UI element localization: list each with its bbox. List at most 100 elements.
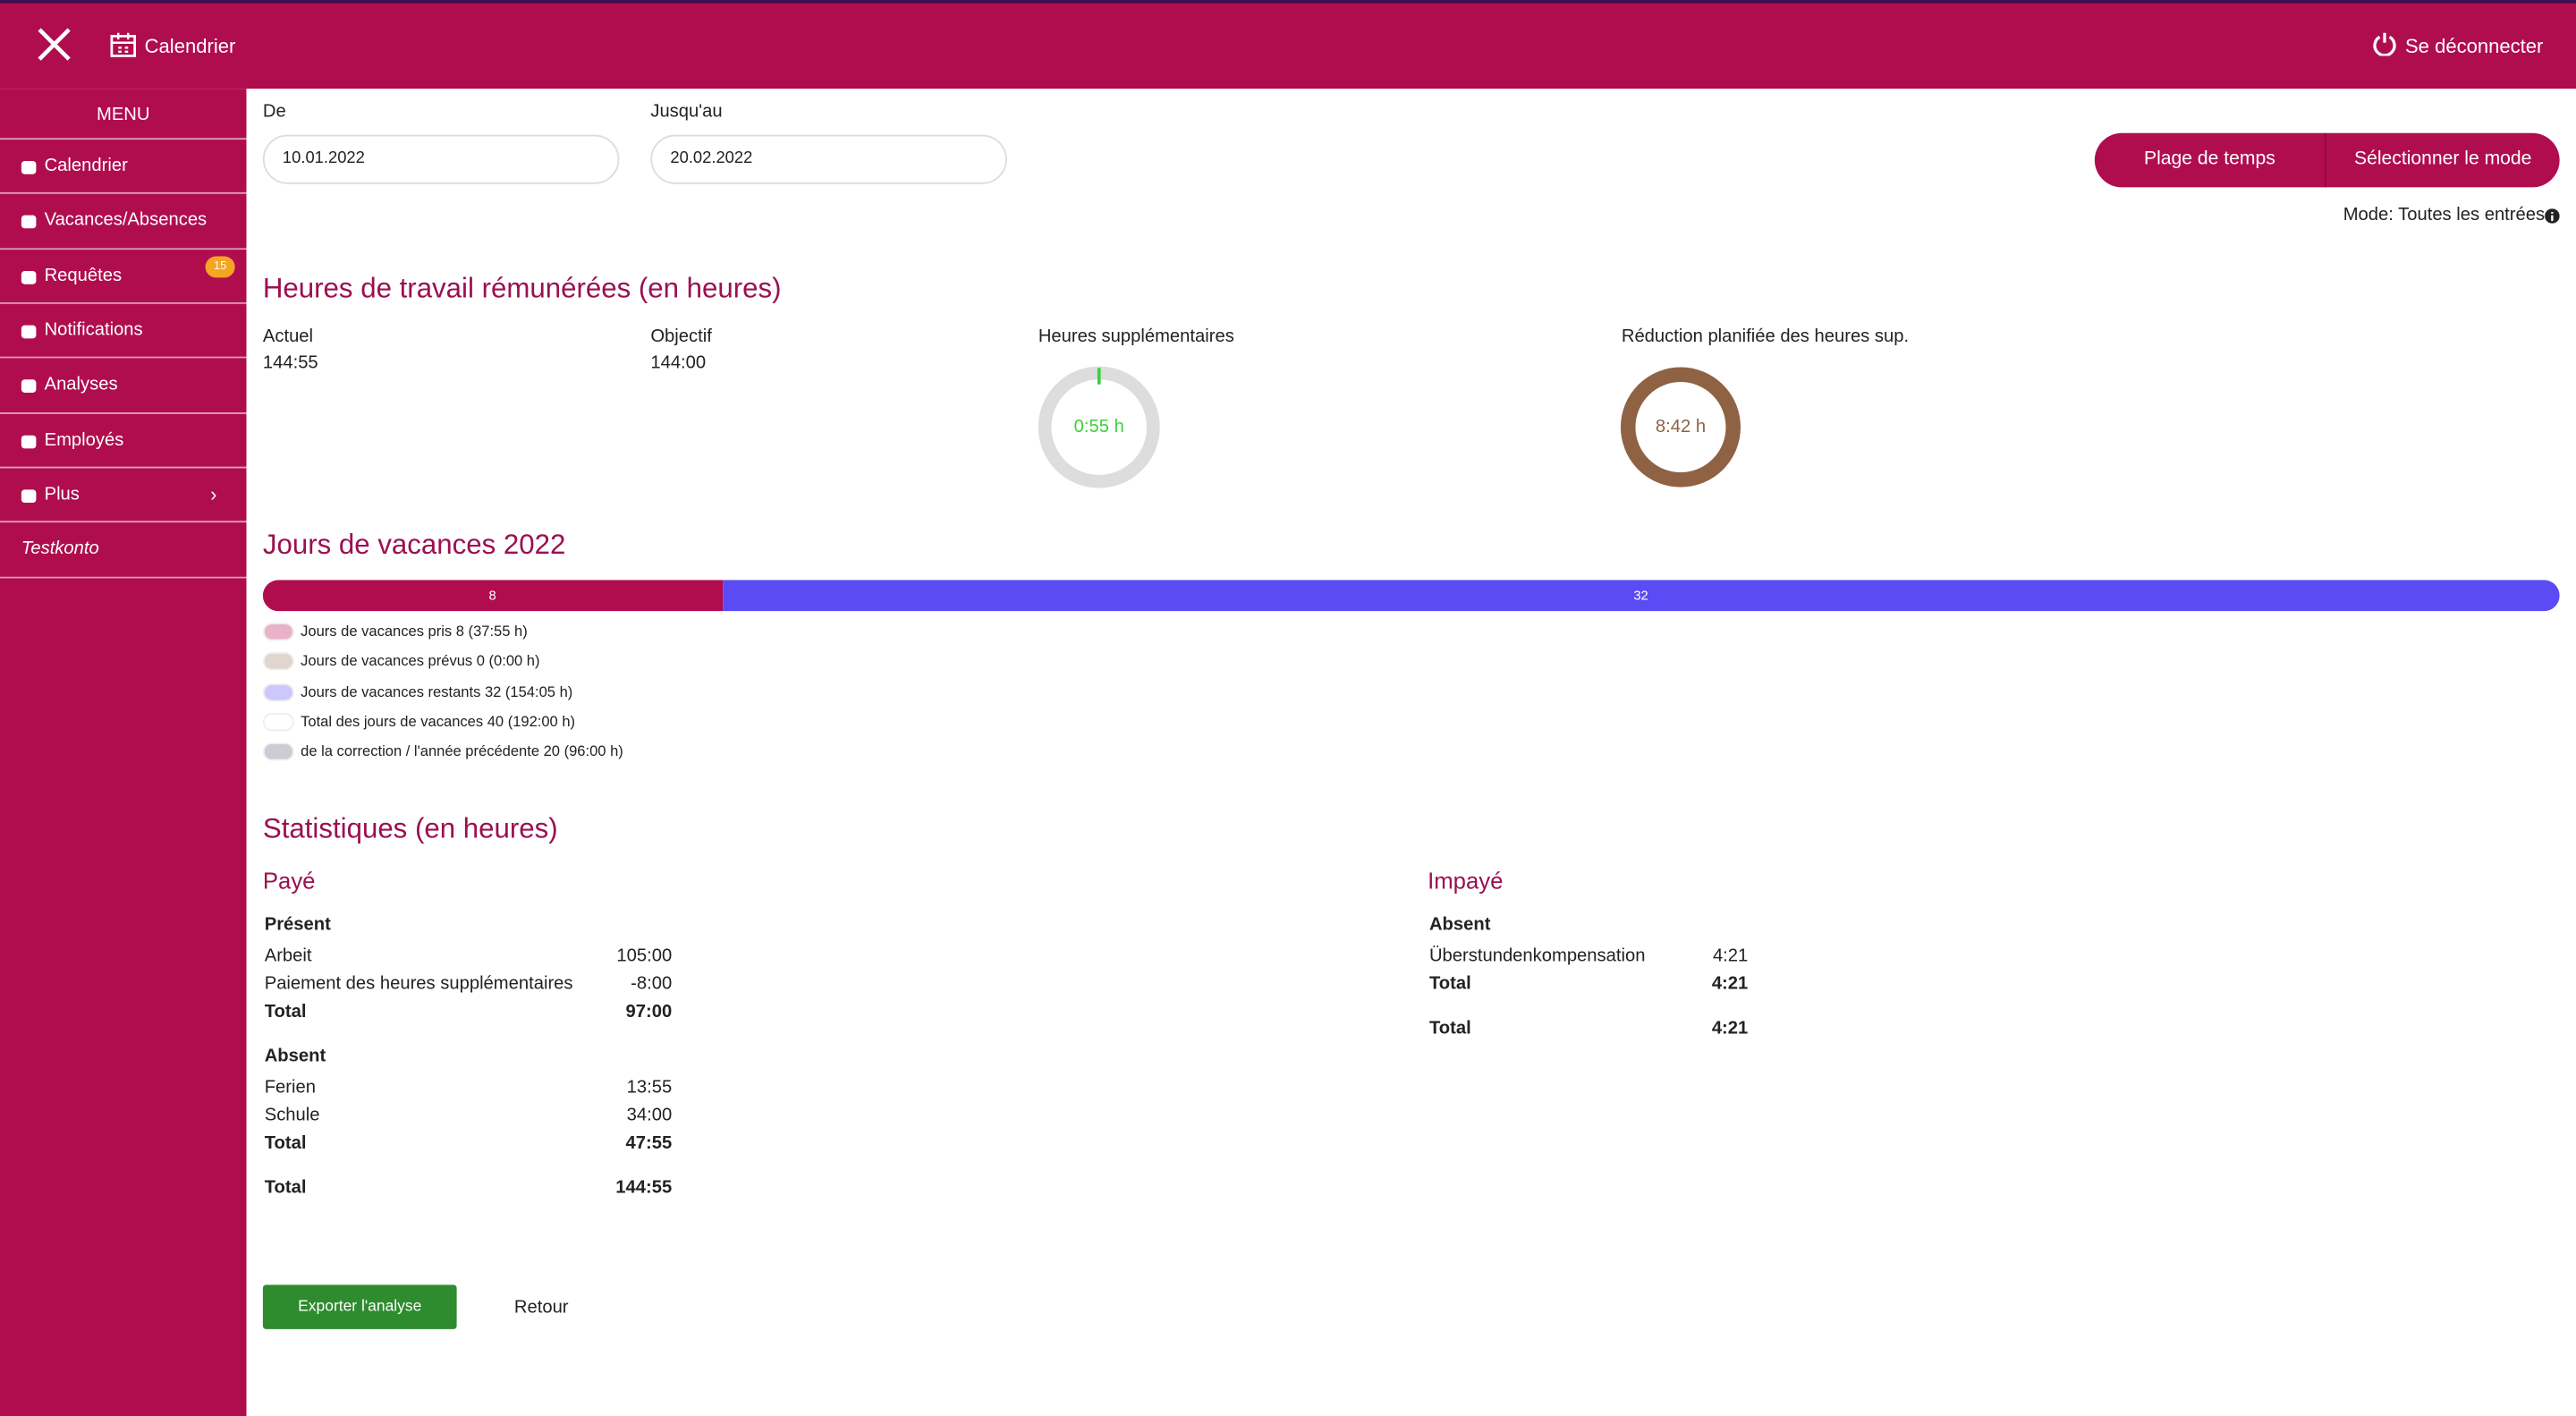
legend-swatch	[262, 742, 294, 761]
export-label: Exporter l'analyse	[298, 1298, 422, 1317]
account-label: Testkonto	[21, 538, 99, 559]
menu-icon	[21, 325, 37, 339]
mode-text: Mode: Toutes les entrées	[2343, 205, 2546, 225]
menu-label: Employés	[44, 429, 124, 450]
menu-label: Analyses	[44, 375, 118, 395]
bar-segment: 32	[722, 580, 2560, 612]
select-mode-button[interactable]: Sélectionner le mode	[2353, 149, 2532, 170]
reduction-label: Réduction planifiée des heures sup.	[1621, 326, 1910, 347]
menu-item[interactable]: Analyses	[0, 356, 247, 412]
back-link[interactable]: Retour	[513, 1298, 569, 1318]
section-title: Statistiques (en heures)	[262, 813, 558, 845]
reduction-donut	[1620, 367, 1741, 488]
from-value: 10.01.2022	[282, 149, 365, 168]
power-icon	[2373, 32, 2396, 56]
section-title: Jours de vacances 2022	[262, 529, 566, 561]
menu-label: Plus	[44, 484, 80, 505]
menu-label: Calendrier	[44, 156, 128, 176]
row-value: 4:21	[1712, 945, 1749, 967]
row-label: Total	[264, 1133, 307, 1154]
row-value: 144:55	[615, 1177, 673, 1198]
menu-item[interactable]: Notifications	[0, 301, 247, 358]
from-input[interactable]: 10.01.2022	[262, 134, 620, 184]
to-value: 20.02.2022	[670, 149, 753, 168]
header-title[interactable]: Calendrier	[144, 34, 236, 58]
close-icon[interactable]	[36, 26, 72, 62]
row-value: -8:00	[631, 974, 673, 995]
badge: 15	[205, 255, 235, 277]
table-title: Payé	[262, 867, 316, 895]
target-label: Objectif	[650, 326, 712, 347]
legend-label: Jours de vacances prévus 0 (0:00 h)	[301, 652, 540, 670]
row-label: Schule	[264, 1106, 320, 1126]
menu-label: Requêtes	[44, 265, 123, 285]
row-label: Arbeit	[264, 945, 312, 967]
menu-icon	[21, 216, 37, 229]
menu-label: Notifications	[44, 319, 143, 341]
to-input[interactable]: 20.02.2022	[650, 134, 1007, 184]
menu-item[interactable]: Requêtes 15	[0, 247, 247, 303]
actual-label: Actuel	[262, 326, 314, 347]
row-label: Total	[264, 1002, 307, 1022]
legend-label: Jours de vacances restants 32 (154:05 h)	[301, 683, 573, 700]
menu-item[interactable]: Testkonto	[0, 521, 247, 579]
row-label: Überstundenkompensation	[1428, 945, 1646, 967]
legend-label: Jours de vacances pris 8 (37:55 h)	[301, 623, 528, 640]
group-title: Absent	[1428, 915, 1491, 936]
row-value: 105:00	[616, 945, 673, 967]
row-value: 13:55	[626, 1077, 673, 1098]
legend-label: de la correction / l'année précédente 20…	[301, 742, 623, 759]
row-value: 97:00	[625, 1002, 673, 1022]
legend-swatch	[262, 652, 294, 671]
menu-label: Vacances/Absences	[44, 210, 208, 231]
legend-swatch	[262, 712, 294, 732]
to-label: Jusqu'au	[650, 101, 723, 122]
row-value: 47:55	[625, 1133, 673, 1154]
top-bar: Calendrier Se déconnecter	[0, 0, 2576, 89]
group-title: Absent	[264, 1047, 326, 1067]
row-value: 4:21	[1711, 1018, 1749, 1039]
legend-label: Total des jours de vacances 40 (192:00 h…	[301, 712, 576, 730]
chevron: ›	[210, 482, 217, 506]
from-label: De	[262, 101, 286, 122]
section-title: Heures de travail rémunérées (en heures)	[262, 272, 782, 304]
bar-label: 8	[488, 588, 496, 604]
overtime-value: 0:55 h	[1073, 417, 1124, 437]
menu-icon	[21, 161, 37, 174]
row-label: Total	[1428, 974, 1471, 995]
row-value: 4:21	[1711, 974, 1749, 995]
menu-icon	[21, 488, 37, 503]
bar-segment: 8	[262, 580, 723, 612]
calendar-icon	[110, 32, 136, 57]
menu-icon	[21, 379, 37, 394]
mode-buttons: Plage de temps Sélectionner le mode	[2094, 132, 2560, 188]
info-icon	[2545, 208, 2560, 224]
row-label: Total	[1428, 1018, 1471, 1039]
reduction-value: 8:42 h	[1655, 417, 1707, 437]
vacation-bar: 8 32	[262, 580, 2560, 612]
menu-item[interactable]: Employés	[0, 411, 247, 467]
menu-item[interactable]: Calendrier	[0, 138, 247, 193]
row-label: Paiement des heures supplémentaires	[264, 974, 573, 995]
menu-item[interactable]: Plus ›	[0, 466, 247, 521]
target-value: 144:00	[650, 352, 707, 373]
actual-value: 144:55	[262, 352, 318, 373]
menu-item[interactable]: Vacances/Absences	[0, 192, 247, 248]
menu-title: MENU	[96, 105, 150, 125]
logout[interactable]: Se déconnecter	[2404, 34, 2544, 58]
menu-icon	[21, 434, 37, 448]
row-label: Ferien	[264, 1077, 316, 1098]
sidebar: MENU Calendrier Vacances/Absences Requêtes…	[0, 89, 247, 1416]
overtime-label: Heures supplémentaires	[1038, 326, 1234, 347]
time-range-button[interactable]: Plage de temps	[2095, 132, 2326, 188]
menu-icon	[21, 270, 37, 284]
export-button[interactable]: Exporter l'analyse	[262, 1285, 457, 1329]
table-title: Impayé	[1428, 867, 1504, 895]
legend-swatch	[262, 623, 294, 641]
overtime-donut	[1038, 366, 1160, 488]
row-value: 34:00	[626, 1106, 673, 1126]
row-label: Total	[264, 1177, 307, 1198]
legend-swatch	[262, 683, 294, 701]
